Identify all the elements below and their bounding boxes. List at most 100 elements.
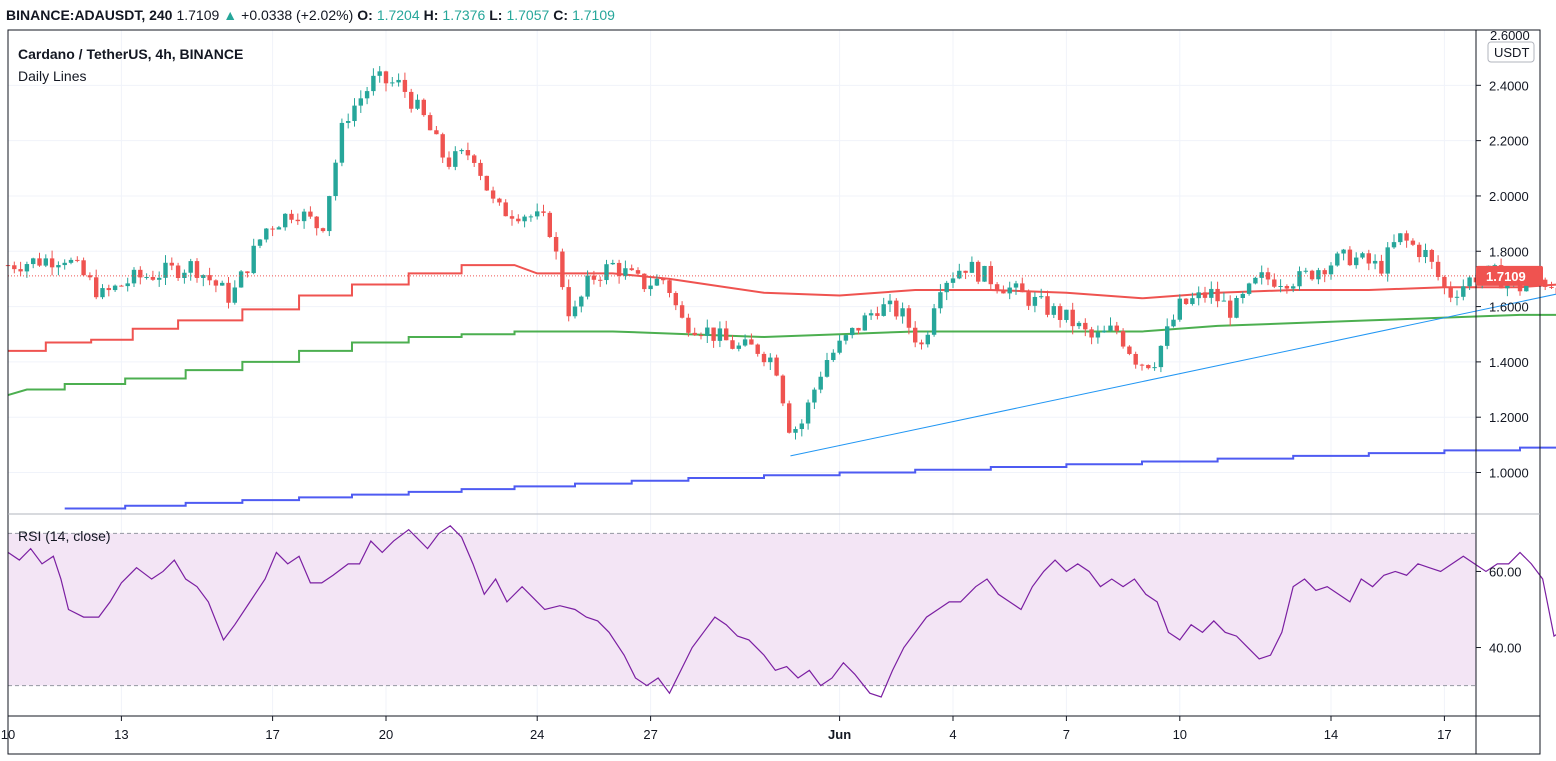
- candle-body: [131, 269, 137, 284]
- candle-body: [591, 275, 597, 280]
- candle-body: [976, 261, 981, 282]
- candle-body: [289, 213, 294, 220]
- price-tick-label: 1.6000: [1489, 300, 1529, 315]
- candle-body: [900, 308, 905, 317]
- candle-body: [793, 429, 798, 433]
- candle-body: [957, 270, 962, 279]
- candle-body: [503, 202, 508, 217]
- candle-body: [604, 264, 609, 281]
- candle-body: [1228, 300, 1233, 318]
- candle-body: [295, 219, 300, 222]
- pane-borders: [7, 29, 1541, 755]
- candle-body: [257, 239, 263, 246]
- candle-body: [579, 296, 584, 307]
- candle-body: [1114, 325, 1119, 332]
- candle-body: [264, 228, 269, 240]
- price-tick-label: 1.8000: [1489, 244, 1529, 259]
- rsi-label[interactable]: RSI (14, close): [18, 528, 111, 544]
- candle-body: [711, 327, 716, 341]
- candle-body: [509, 216, 515, 219]
- last-price: 1.7109: [176, 7, 220, 23]
- candle-body: [1423, 249, 1428, 258]
- candle-body: [994, 284, 1000, 290]
- close-label: C:: [553, 7, 569, 23]
- candle-body: [1209, 288, 1214, 298]
- candle-body: [125, 283, 130, 287]
- rsi-axis[interactable]: 60.00 40.00: [1476, 564, 1522, 656]
- candle-body: [1221, 300, 1227, 302]
- candle-body: [881, 304, 886, 316]
- candle-body: [43, 258, 48, 266]
- candle-body: [1328, 265, 1334, 275]
- time-tick-label: Jun: [828, 727, 851, 742]
- candle-body: [585, 275, 590, 297]
- indicator-label[interactable]: Daily Lines: [18, 68, 86, 84]
- candle-body: [1354, 257, 1359, 266]
- candle-body: [1435, 261, 1441, 277]
- candle-body: [56, 265, 61, 268]
- candle-body: [1246, 283, 1252, 294]
- candle-body: [232, 287, 237, 303]
- candle-body: [1272, 279, 1277, 287]
- candle-body: [1083, 322, 1088, 330]
- candle-body: [982, 265, 987, 282]
- candle-body: [1240, 293, 1245, 298]
- candle-body: [1347, 249, 1353, 266]
- candle-body: [1039, 296, 1044, 298]
- candle-body: [931, 308, 937, 335]
- candle-body: [188, 261, 193, 273]
- candle-body: [1177, 298, 1182, 320]
- candle-body: [37, 258, 42, 266]
- candle-body: [1429, 249, 1434, 262]
- candle-body: [516, 218, 521, 222]
- candle-body: [673, 292, 678, 306]
- time-axis[interactable]: 10 13 17 20 24 27 Jun 4 7 10 14 17: [1, 716, 1452, 742]
- candle-body: [1057, 306, 1063, 320]
- candle-body: [226, 282, 231, 303]
- candle-body: [535, 211, 540, 217]
- candle-body: [654, 278, 660, 286]
- candle-body: [717, 328, 723, 341]
- candle-body: [497, 198, 502, 203]
- symbol-name[interactable]: BINANCE:ADAUSDT, 240: [6, 7, 173, 23]
- price-axis[interactable]: 2.4000 2.2000 2.0000 1.8000 1.6000 1.4000 1.20…: [1476, 78, 1529, 481]
- candle-body: [245, 271, 250, 274]
- time-tick-label: 17: [1437, 727, 1451, 742]
- candle-body: [692, 332, 697, 336]
- candle-body: [1284, 286, 1290, 289]
- candle-body: [862, 315, 867, 331]
- daily-line: [7, 313, 1556, 397]
- candle-body: [736, 345, 741, 349]
- candle-body: [629, 268, 634, 271]
- last-price-label: 1.7109: [1486, 269, 1526, 284]
- chart-title[interactable]: Cardano / TetherUS, 4h, BINANCE: [18, 46, 243, 62]
- time-tick-label: 10: [1173, 727, 1187, 742]
- time-tick-label: 27: [643, 727, 657, 742]
- candle-body: [346, 121, 351, 123]
- candle-body: [755, 344, 760, 354]
- candle-body: [1322, 270, 1327, 275]
- candle-body: [1007, 287, 1012, 294]
- candle-body: [1013, 283, 1019, 288]
- rsi-band: [8, 533, 1476, 686]
- candle-body: [213, 280, 219, 286]
- candle-body: [843, 335, 849, 341]
- candle-body: [478, 162, 483, 176]
- candle-body: [1020, 283, 1025, 293]
- candle-body: [390, 82, 395, 84]
- candle-body: [1196, 292, 1201, 299]
- time-tick-label: 10: [1, 727, 15, 742]
- candle-body: [75, 259, 80, 261]
- candle-body: [1171, 319, 1176, 327]
- candle-body: [623, 268, 628, 277]
- symbol-header: BINANCE:ADAUSDT, 240 1.7109 ▲ +0.0338 (+…: [6, 4, 615, 26]
- candle-body: [1076, 322, 1082, 327]
- candle-body: [1391, 242, 1397, 248]
- candle-body: [1120, 331, 1126, 347]
- close-value: 1.7109: [572, 7, 615, 23]
- candle-body: [1089, 329, 1094, 338]
- candle-body: [856, 327, 861, 331]
- trendline[interactable]: [790, 193, 1556, 457]
- currency-label: USDT: [1494, 45, 1529, 60]
